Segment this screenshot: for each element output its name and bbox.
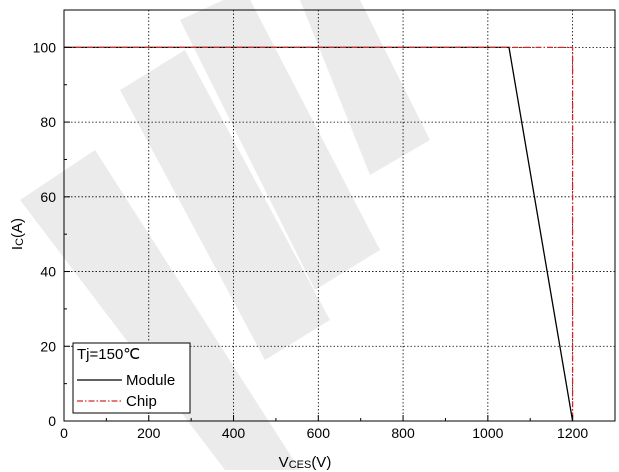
y-tick-label: 20 <box>40 338 56 354</box>
y-axis-label-unit: (A) <box>9 218 26 238</box>
y-tick-label: 0 <box>48 413 56 429</box>
legend: Tj=150℃ Module Chip <box>72 342 191 414</box>
x-axis-label-unit: (V) <box>311 454 331 471</box>
x-tick-label: 800 <box>391 425 415 441</box>
ticks <box>63 46 574 422</box>
series-chip <box>64 46 574 421</box>
x-tick-label: 1200 <box>557 425 588 441</box>
x-tick-label: 0 <box>60 425 68 441</box>
y-axis-label: IC(A) <box>9 218 26 250</box>
x-tick-label: 600 <box>307 425 331 441</box>
y-tick-label: 100 <box>33 39 57 55</box>
legend-label-module: Module <box>126 372 175 389</box>
x-axis-label-sub: CES <box>289 459 312 471</box>
x-tick-label: 400 <box>222 425 246 441</box>
plot-frame <box>63 9 616 422</box>
y-tick-label: 40 <box>40 264 56 280</box>
y-axis-label-main: I <box>9 246 26 250</box>
legend-label-chip: Chip <box>126 393 157 410</box>
series-layer <box>64 46 574 422</box>
x-axis-label: VCES(V) <box>279 454 332 471</box>
y-tick-label: 80 <box>40 114 56 130</box>
y-axis-label-sub: C <box>14 238 26 246</box>
tick-labels: 0 200 400 600 800 1000 1200 0 20 40 60 80 100 <box>33 39 589 441</box>
legend-title: Tj=150℃ <box>77 346 140 363</box>
x-tick-label: 1000 <box>472 425 503 441</box>
x-tick-label: 200 <box>137 425 161 441</box>
x-axis-label-main: V <box>279 454 289 471</box>
y-tick-label: 60 <box>40 189 56 205</box>
